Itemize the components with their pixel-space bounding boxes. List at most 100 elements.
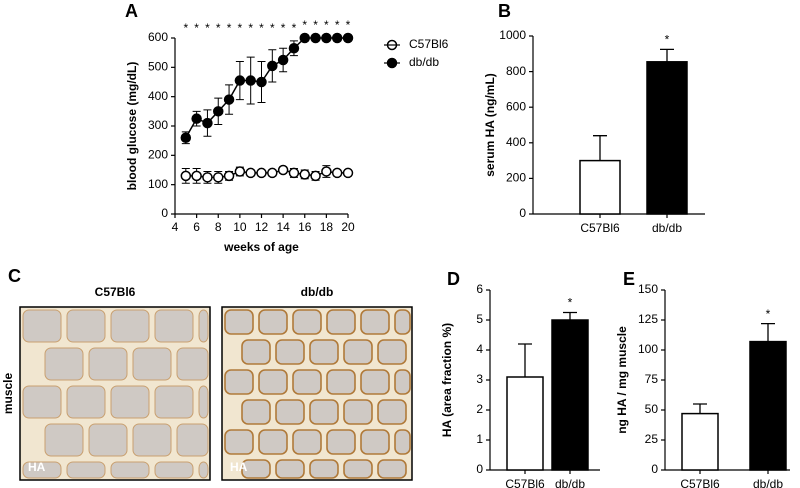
error-bar	[693, 403, 707, 414]
muscle-fiber	[275, 399, 305, 425]
muscle-fiber	[154, 461, 194, 479]
y-axis-label: serum HA (ng/mL)	[483, 73, 497, 177]
muscle-fiber	[258, 309, 288, 335]
data-point	[267, 167, 278, 179]
muscle-fiber	[377, 339, 407, 365]
panel-letter: E	[623, 269, 635, 289]
muscle-fiber	[309, 339, 339, 365]
data-point	[256, 76, 267, 88]
significance-mark: *	[766, 307, 771, 321]
significance-mark: *	[302, 18, 307, 32]
muscle-fiber	[377, 459, 407, 479]
bar	[551, 319, 589, 471]
muscle-fiber	[360, 309, 390, 335]
significance-mark: *	[313, 18, 318, 32]
x-tick-label: 8	[215, 220, 222, 234]
muscle-fiber	[198, 461, 209, 479]
x-tick-label: C57Bl6	[680, 477, 720, 488]
data-point	[277, 164, 289, 176]
data-point	[310, 170, 321, 182]
muscle-fiber	[132, 347, 172, 381]
stain-label: HA	[230, 460, 248, 474]
error-bar	[660, 48, 674, 62]
data-point	[342, 167, 354, 179]
x-tick-label: db/db	[652, 221, 682, 235]
muscle-fiber	[88, 347, 128, 381]
y-tick-label: 0	[519, 206, 526, 220]
y-tick-label: 1	[476, 432, 483, 446]
muscle-fiber	[394, 429, 411, 455]
image-frame	[221, 306, 413, 481]
muscle-fiber	[326, 309, 356, 335]
data-point	[202, 172, 213, 183]
muscle-fiber	[224, 309, 254, 335]
y-tick-label: 2	[476, 402, 483, 416]
x-tick-label: 18	[320, 220, 334, 234]
panel-letter: B	[498, 1, 511, 21]
data-point	[342, 32, 354, 44]
data-point	[180, 132, 192, 143]
significance-mark: *	[270, 21, 275, 35]
muscle-fiber	[309, 399, 339, 425]
data-point	[180, 170, 192, 182]
significance-mark: *	[227, 21, 232, 35]
legend-label: C57Bl6	[409, 37, 449, 51]
x-axis-label: weeks of age	[223, 240, 299, 254]
y-tick-label: 100	[148, 177, 168, 191]
y-tick-label: 400	[506, 135, 526, 149]
x-tick-label: 16	[298, 220, 312, 234]
significance-mark: *	[205, 21, 210, 35]
muscle-fiber	[309, 459, 339, 479]
data-point	[331, 32, 343, 44]
significance-mark: *	[335, 18, 340, 32]
y-tick-label: 50	[645, 402, 659, 416]
bar	[681, 412, 719, 471]
row-label: muscle	[1, 372, 15, 414]
series-line	[185, 169, 348, 179]
significance-mark: *	[292, 21, 297, 35]
y-tick-label: 300	[148, 118, 168, 132]
muscle-fiber	[224, 369, 254, 395]
muscle-fiber	[44, 347, 84, 381]
data-point	[202, 117, 213, 129]
significance-mark: *	[346, 18, 351, 32]
x-tick-label: db/db	[753, 477, 783, 488]
y-tick-label: 600	[148, 30, 168, 44]
x-tick-label: 14	[276, 220, 290, 234]
muscle-fiber	[360, 429, 390, 455]
error-bar	[593, 135, 607, 161]
error-bar	[761, 322, 775, 342]
data-point	[234, 75, 246, 86]
micrograph	[19, 306, 211, 481]
image-frame	[19, 306, 211, 481]
significance-mark: *	[324, 18, 329, 32]
x-tick-label: 20	[341, 220, 355, 234]
y-tick-label: 125	[638, 312, 658, 326]
muscle-fiber	[66, 461, 106, 479]
muscle-fiber	[198, 309, 209, 343]
muscle-fiber	[22, 385, 62, 419]
data-point	[277, 54, 289, 66]
x-tick-label: 10	[233, 220, 247, 234]
muscle-fiber	[326, 429, 356, 455]
y-tick-label: 5	[476, 312, 483, 326]
error-bar	[563, 311, 577, 320]
series-line	[185, 37, 348, 139]
y-axis-label: ng HA / mg muscle	[615, 326, 629, 434]
y-tick-label: 200	[506, 171, 526, 185]
muscle-fiber	[360, 369, 390, 395]
muscle-fiber	[258, 429, 288, 455]
muscle-fiber	[22, 309, 62, 343]
y-tick-label: 100	[638, 342, 658, 356]
data-point	[299, 169, 310, 180]
y-axis-label: HA (area fraction %)	[440, 323, 454, 437]
data-point	[245, 75, 256, 86]
muscle-fiber	[66, 309, 106, 343]
significance-mark: *	[568, 296, 573, 310]
bar	[579, 159, 621, 215]
muscle-fiber	[343, 339, 373, 365]
muscle-fiber	[110, 385, 150, 419]
significance-mark: *	[183, 21, 188, 35]
y-tick-label: 25	[645, 432, 659, 446]
